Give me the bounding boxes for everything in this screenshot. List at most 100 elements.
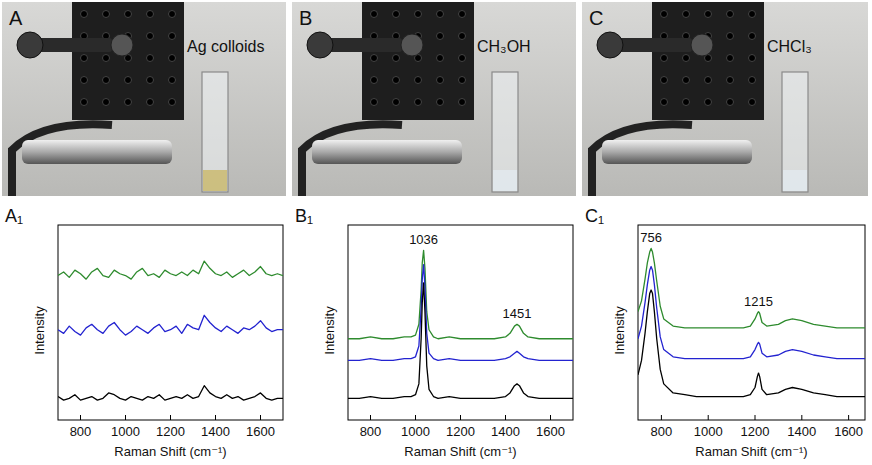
breadboard-hole [727, 55, 734, 62]
breadboard-hole [81, 11, 88, 18]
breadboard [72, 2, 184, 120]
breadboard-hole [459, 99, 466, 106]
metal-tube [22, 140, 172, 164]
breadboard-hole [661, 77, 668, 84]
y-axis-title: Intensity [32, 306, 47, 355]
x-tick-label: 1600 [246, 424, 275, 439]
panel-label: B₁ [295, 206, 313, 226]
breadboard-hole [81, 99, 88, 106]
spectrum-line [638, 290, 865, 397]
breadboard-hole [415, 11, 422, 18]
spectrum-line [348, 250, 573, 338]
breadboard-hole [705, 11, 712, 18]
panel-label: A [9, 7, 23, 29]
breadboard-hole [459, 77, 466, 84]
breadboard-hole [415, 99, 422, 106]
breadboard-hole [371, 77, 378, 84]
plot-frame [348, 225, 573, 420]
x-axis-title: Raman Shift (cm⁻¹) [695, 444, 807, 459]
breadboard-hole [459, 11, 466, 18]
breadboard-hole [683, 77, 690, 84]
breadboard-hole [81, 55, 88, 62]
breadboard-hole [371, 11, 378, 18]
x-tick [460, 415, 461, 420]
breadboard-hole [749, 99, 756, 106]
breadboard-hole [103, 11, 110, 18]
panel-label: C [589, 7, 603, 29]
breadboard-hole [749, 77, 756, 84]
lines [58, 261, 283, 400]
breadboard-hole [459, 55, 466, 62]
photo [2, 2, 286, 196]
breadboard-hole [415, 77, 422, 84]
x-tick [550, 415, 551, 420]
knob [401, 34, 423, 56]
breadboard-hole [103, 55, 110, 62]
photo-background [2, 2, 286, 196]
y-axis-title: Intensity [322, 306, 337, 355]
chart [348, 225, 573, 420]
x-tick-label: 1400 [787, 424, 816, 439]
breadboard-hole [147, 11, 154, 18]
breadboard-hole [169, 11, 176, 18]
x-tick [708, 415, 709, 420]
photo-background [582, 2, 868, 196]
breadboard [362, 2, 474, 120]
x-tick-label: 1200 [156, 424, 185, 439]
breadboard-hole [749, 33, 756, 40]
breadboard-hole [103, 77, 110, 84]
breadboard-hole [437, 77, 444, 84]
breadboard-hole [683, 11, 690, 18]
breadboard-hole [437, 55, 444, 62]
breadboard-hole [727, 33, 734, 40]
breadboard-hole [125, 77, 132, 84]
breadboard-hole [683, 55, 690, 62]
breadboard-hole [371, 99, 378, 106]
breadboard-hole [661, 55, 668, 62]
breadboard [652, 2, 764, 120]
breadboard-hole [125, 11, 132, 18]
breadboard-hole [169, 33, 176, 40]
x-tick-label: 1000 [694, 424, 723, 439]
x-tick [661, 415, 662, 420]
x-tick [215, 415, 216, 420]
x-tick [848, 415, 849, 420]
breadboard-hole [393, 11, 400, 18]
x-tick-label: 1400 [201, 424, 230, 439]
photo-caption: CH₃OH [477, 38, 531, 55]
breadboard-hole [393, 55, 400, 62]
panel-label: C₁ [585, 206, 604, 226]
spectrum-line [58, 386, 283, 400]
knob [307, 32, 333, 58]
figure: AAg colloidsBCH₃OHCCHCl₃8001000120014001… [0, 0, 872, 465]
x-tick [755, 415, 756, 420]
liquid [783, 170, 807, 191]
x-tick-label: 1600 [834, 424, 863, 439]
x-tick [415, 415, 416, 420]
breadboard-hole [705, 99, 712, 106]
breadboard-hole [393, 77, 400, 84]
lines [638, 248, 865, 396]
spectrum-line [348, 265, 573, 361]
breadboard-hole [371, 55, 378, 62]
y-axis-title: Intensity [612, 306, 627, 355]
breadboard-hole [705, 77, 712, 84]
breadboard-hole [437, 99, 444, 106]
liquid [203, 170, 227, 191]
breadboard-hole [437, 33, 444, 40]
breadboard-hole [147, 99, 154, 106]
spectrum-line [58, 315, 283, 335]
metal-tube [312, 140, 462, 164]
breadboard-hole [125, 99, 132, 106]
photo [292, 2, 576, 196]
liquid [493, 170, 517, 191]
breadboard-hole [727, 99, 734, 106]
chart [638, 225, 865, 420]
breadboard-hole [81, 77, 88, 84]
peak-annotation: 1215 [744, 294, 773, 309]
breadboard-hole [169, 77, 176, 84]
knob [17, 32, 43, 58]
breadboard-hole [749, 55, 756, 62]
breadboard-hole [661, 99, 668, 106]
spectrum-line [638, 267, 865, 359]
